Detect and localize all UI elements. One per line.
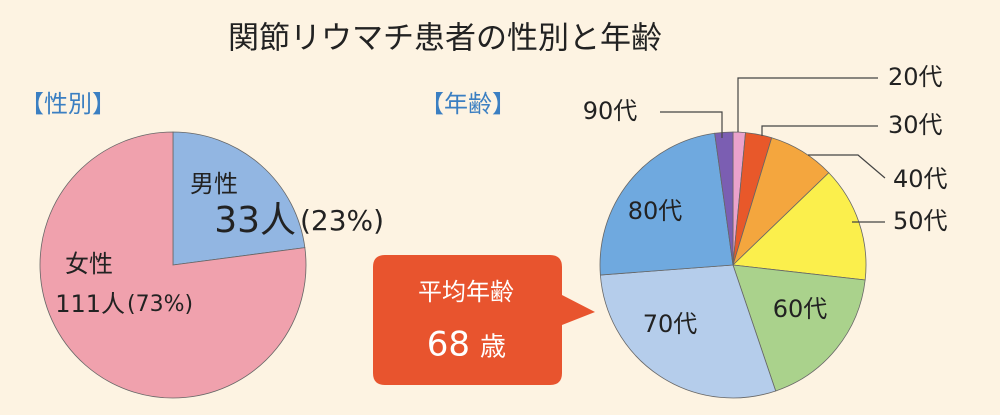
annotation-label: 平均年齢 [418, 278, 514, 306]
slice-label: 男性 [190, 170, 238, 198]
slice-label: 40代 [893, 165, 948, 193]
slice-label: 女性 [65, 250, 113, 278]
slice-label: 20代 [888, 63, 943, 91]
share-label: (73%) [127, 292, 193, 317]
share-label: (23%) [300, 204, 384, 237]
pie-slice [172, 131, 306, 266]
subtitle: 【年齢】 [420, 90, 516, 118]
subtitle: 【性別】 [20, 90, 116, 118]
value-label: 33人 [214, 200, 296, 241]
value-label: 111人 [55, 290, 125, 318]
leader-line [660, 111, 723, 138]
pie-slice [732, 264, 866, 392]
slice-label: 30代 [888, 111, 943, 139]
chart-title: 関節リウマチ患者の性別と年齢 [228, 21, 662, 57]
slice-label: 90代 [583, 97, 638, 125]
slice-label: 60代 [773, 295, 828, 323]
leader-line [808, 154, 886, 179]
slice-label: 50代 [893, 207, 948, 235]
pie-slice [599, 264, 777, 399]
leader-line [761, 125, 878, 136]
pie-slice [714, 131, 734, 266]
annotation-unit: 歳 [480, 333, 506, 363]
leader-line [737, 77, 878, 132]
slice-label: 70代 [643, 310, 698, 338]
callout [373, 255, 595, 385]
annotation-value: 68 [427, 325, 470, 365]
pie-slice [599, 132, 734, 276]
pie-slice [39, 131, 307, 399]
slice-label: 80代 [628, 197, 683, 225]
